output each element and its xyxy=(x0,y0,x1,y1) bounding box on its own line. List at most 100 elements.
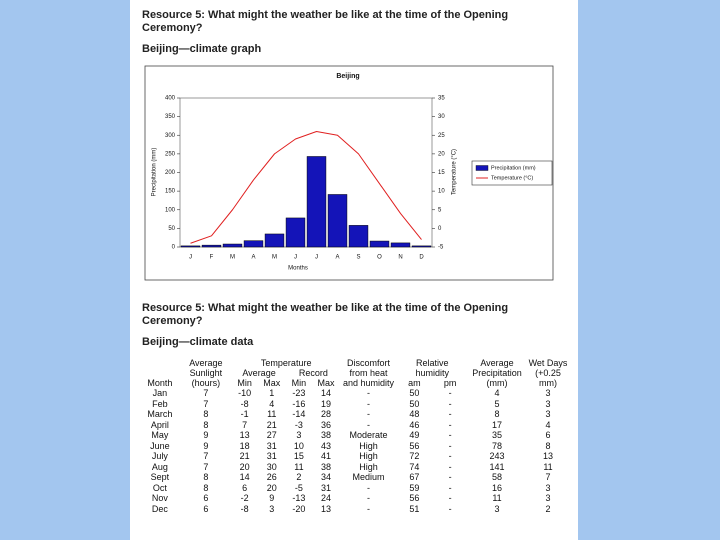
x-tick-label: O xyxy=(377,255,382,261)
table-cell: 3 xyxy=(545,493,551,503)
table-body: Jan 7 -10 1 -23 14-50-4 3 Feb 7 -8 4 -16 19-50-5 3 Mar… xyxy=(140,388,570,514)
x-tick-label: S xyxy=(356,255,360,261)
climate-table: Month Average Sunlight (hours) Temperatu… xyxy=(140,358,570,514)
table-cell: -3 xyxy=(294,419,303,430)
table-cell: 8 xyxy=(494,409,500,419)
table-cell: Dec xyxy=(151,503,168,514)
table-cell: 7 xyxy=(242,419,248,430)
legend-label: Precipitation (mm) xyxy=(491,165,536,171)
table-cell: -16 xyxy=(292,398,306,409)
table-cell: 36 xyxy=(321,419,332,430)
table-cell: April xyxy=(150,419,169,430)
x-tick-label: A xyxy=(251,255,255,261)
table-cell: Moderate xyxy=(349,430,388,440)
table-cell: 67 xyxy=(409,472,420,482)
table-cell: 41 xyxy=(321,451,332,461)
table-cell: 243 xyxy=(489,451,505,461)
table-cell: 31 xyxy=(266,440,277,451)
table-cell: 19 xyxy=(321,398,332,409)
bar xyxy=(348,225,369,248)
y-tick-label: 300 xyxy=(165,133,176,139)
x-tick-label: N xyxy=(398,255,402,261)
table-row: Sept 8 14 26 2 34 Medium 67 - 58 7 xyxy=(140,472,570,483)
table-cell: 56 xyxy=(409,440,420,451)
header-cell: Temperature xyxy=(260,358,312,368)
table-cell: 74 xyxy=(409,461,420,472)
table-cell: March xyxy=(147,409,173,419)
table-cell: 6 xyxy=(545,430,551,440)
table-cell: 58 xyxy=(491,472,502,482)
table-cell: 14 xyxy=(321,388,332,398)
table-cell: 27 xyxy=(266,430,277,440)
x-tick-label: A xyxy=(335,255,339,261)
table-cell: 48 xyxy=(409,409,420,419)
table-cell: 8 xyxy=(203,409,209,419)
table-cell: 21 xyxy=(266,419,277,430)
table-cell: 3 xyxy=(296,430,302,440)
table-cell: 8 xyxy=(203,482,209,493)
table-cell: -5 xyxy=(294,482,303,493)
table-cell: -23 xyxy=(292,388,306,398)
y-tick-label: 250 xyxy=(165,151,176,157)
header-cell: Max xyxy=(263,378,281,388)
y2-tick-label: 10 xyxy=(438,189,445,195)
document: Resource 5: What might the weather be li… xyxy=(130,0,578,540)
table-cell: 8 xyxy=(203,472,209,482)
table-cell: -14 xyxy=(292,409,306,419)
table-cell: 2 xyxy=(545,503,551,514)
table-cell: - xyxy=(448,419,452,430)
x-axis-label: Months xyxy=(288,266,308,272)
table-cell: Feb xyxy=(152,398,168,409)
table-cell: 2 xyxy=(296,472,302,482)
y2-tick-label: 35 xyxy=(438,96,445,102)
y2-tick-label: 15 xyxy=(438,170,445,176)
table-cell: Medium xyxy=(352,472,385,482)
legend-label: Temperature (°C) xyxy=(491,175,533,181)
table-cell: June xyxy=(150,440,170,451)
table-cell: 8 xyxy=(545,440,551,451)
table-cell: - xyxy=(448,451,452,461)
table-cell: - xyxy=(448,398,452,409)
table-cell: - xyxy=(448,493,452,503)
table-cell: 1 xyxy=(269,388,275,398)
table-cell: 4 xyxy=(494,388,500,398)
table-cell: 3 xyxy=(545,388,551,398)
table-cell: 5 xyxy=(494,398,500,409)
table-cell: 20 xyxy=(266,482,277,493)
x-tick-label: M xyxy=(230,255,235,261)
table-cell: 51 xyxy=(409,503,420,514)
x-tick-label: F xyxy=(210,255,214,261)
table-cell: 4 xyxy=(545,419,551,430)
table-cell: 3 xyxy=(269,503,275,514)
subheading: Beijing—climate graph xyxy=(142,43,262,55)
header-cell: pm xyxy=(443,378,457,388)
table-cell: -1 xyxy=(240,409,249,419)
line xyxy=(190,131,422,244)
table-row: May 9 13 27 3 38 Moderate 49 - 35 6 xyxy=(140,430,570,441)
table-cell: -8 xyxy=(240,503,249,514)
table-cell: 11 xyxy=(492,493,502,503)
y2-tick-label: 5 xyxy=(438,207,442,213)
chart-title: Beijing xyxy=(336,73,359,80)
table-cell: 7 xyxy=(203,398,209,409)
y2-axis-label: Temperature (°C) xyxy=(452,149,458,195)
table-cell: - xyxy=(448,388,452,398)
table-cell: 3 xyxy=(545,409,551,419)
table-cell: 13 xyxy=(542,451,553,461)
table-cell: 31 xyxy=(266,451,277,461)
bar xyxy=(180,245,201,248)
table-cell: 78 xyxy=(491,440,502,451)
table-row: Nov 6 -2 9 -13 24 - 56 - 11 3 xyxy=(140,493,570,504)
table-cell: 38 xyxy=(321,430,332,440)
table-cell: 43 xyxy=(321,440,332,451)
table-cell: 6 xyxy=(242,482,248,493)
table-cell: 6 xyxy=(203,503,209,514)
header-cell: Record xyxy=(298,368,328,378)
table-cell: 8 xyxy=(203,419,209,430)
table-cell: 11 xyxy=(294,461,304,472)
table-cell: 31 xyxy=(321,482,332,493)
table-cell: 3 xyxy=(494,503,500,514)
table-cell: 3 xyxy=(545,398,551,409)
table-cell: 35 xyxy=(491,430,502,440)
table-cell: - xyxy=(367,493,370,503)
